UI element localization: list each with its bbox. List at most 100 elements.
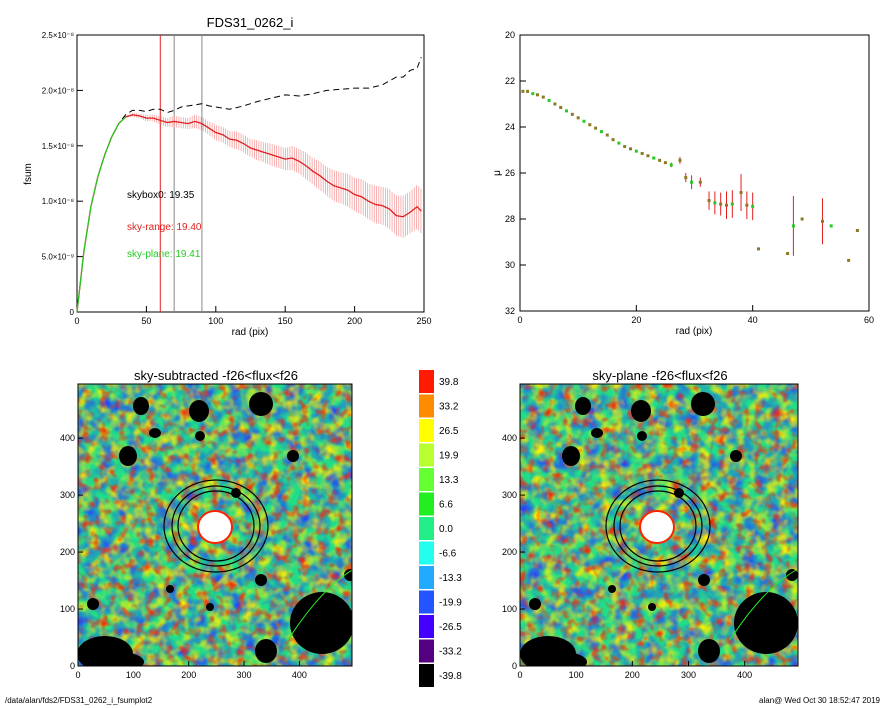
mu-point (582, 119, 586, 123)
colorbar-swatch (419, 517, 434, 540)
colorbar-swatch (419, 541, 434, 565)
mu-point (588, 123, 592, 127)
sky-plane-frame (519, 383, 799, 667)
sky-plane-xtick-label: 0 (517, 670, 522, 680)
colorbar-label: -33.2 (439, 647, 462, 658)
sky-subtracted-ytick-label: 0 (70, 661, 75, 671)
fsum-ticks: 0 50 100 150 200 250 0 5.0×10⁻⁹ 1.0×10⁻⁸ 1.5×10⁻⁸… (42, 31, 432, 326)
fsum-ytick-label: 2.5×10⁻⁸ (42, 31, 74, 40)
sky-subtracted-ytick-label: 200 (60, 547, 75, 557)
sky-subtracted-xtick-label: 300 (237, 670, 252, 680)
fsum-xtick-label: 200 (347, 316, 362, 326)
sky-subtracted-ytick-label: 100 (60, 604, 75, 614)
mu-ylabel: μ (492, 170, 503, 176)
colorbar-label: 33.2 (439, 402, 459, 413)
sky-plane-ytick-label: 300 (502, 490, 517, 500)
fsum-dashed-series (76, 56, 422, 313)
mu-points (521, 89, 859, 262)
mu-ytick-label: 22 (505, 76, 515, 86)
sky-plane-title: sky-plane -f26<flux<f26 (592, 368, 727, 383)
sky-plane-ytick-label: 200 (502, 547, 517, 557)
fsum-ytick-label: 2.0×10⁻⁸ (42, 86, 74, 95)
sky-plane-xtick-label: 400 (737, 670, 752, 680)
mu-plot: 0 20 40 60 20 22 24 26 28 30 32 rad (pix) μ (492, 30, 874, 337)
colorbar-swatch (419, 468, 434, 491)
colorbar-swatch (419, 664, 434, 687)
mu-xtick-label: 20 (631, 315, 641, 325)
mu-point (634, 149, 638, 153)
mu-point (719, 202, 723, 206)
mu-point (541, 95, 545, 99)
green-arc-right (729, 569, 797, 641)
mu-point (829, 224, 833, 228)
mu-point (678, 158, 682, 162)
green-arc (287, 569, 352, 641)
sky-subtracted-ytick-label: 400 (60, 433, 75, 443)
galaxy-core-right (639, 510, 675, 544)
galaxy-core (197, 510, 233, 544)
sky-subtracted-ytick-label: 300 (60, 490, 75, 500)
masked-sources (78, 392, 352, 666)
mu-point (565, 109, 569, 113)
mu-point (684, 176, 688, 180)
fsum-error-bars (125, 112, 422, 238)
fsum-xtick-label: 50 (141, 316, 151, 326)
fsum-ytick-label: 0 (70, 308, 75, 317)
fsum-green-series (76, 116, 126, 313)
colorbar-label: 6.6 (439, 500, 453, 511)
mu-point (594, 126, 598, 130)
masked-sources-right (520, 392, 798, 666)
colorbar-swatch (419, 590, 434, 614)
mu-point (669, 163, 673, 167)
sky-subtracted-image: sky-subtracted -f26<flux<f26 (60, 368, 353, 680)
mu-point (629, 147, 633, 151)
mu-plot-frame (519, 34, 870, 312)
fsum-xtick-label: 0 (74, 316, 79, 326)
colorbar-swatch (419, 615, 434, 638)
mu-point (576, 116, 580, 120)
mu-ytick-label: 24 (505, 122, 515, 132)
mu-point (820, 219, 824, 223)
mu-xlabel: rad (pix) (676, 326, 713, 337)
skybox-annotation: skybox0: 19.35 (127, 190, 195, 201)
inner-ellipse-right (619, 490, 697, 562)
colorbar-label: 39.8 (439, 377, 459, 388)
fsum-plot: 0 50 100 150 200 250 0 5.0×10⁻⁹ 1.0×10⁻⁸ 1.5×10⁻⁸… (23, 15, 432, 338)
skyplane-annotation: sky-plane: 19.41 (127, 249, 201, 260)
mu-point (658, 158, 662, 162)
sky-subtracted-title: sky-subtracted -f26<flux<f26 (134, 368, 298, 383)
fsum-ytick-label: 1.5×10⁻⁸ (42, 142, 74, 151)
colorbar: 39.8 33.2 26.5 19.9 13.3 6.6 0.0 -6.6 -13.3 -19.9… (419, 370, 462, 687)
sky-plane-xtick-label: 100 (569, 670, 584, 680)
colorbar-label: -13.3 (439, 573, 462, 584)
mu-point (640, 151, 644, 155)
colorbar-label: 26.5 (439, 426, 459, 437)
mu-xtick-label: 60 (864, 315, 874, 325)
colorbar-label: 19.9 (439, 451, 459, 462)
sky-subtracted-xtick-label: 400 (292, 670, 307, 680)
colorbar-label: 0.0 (439, 524, 453, 535)
fsum-red-series (76, 114, 422, 313)
mu-point (521, 89, 525, 93)
mu-point (570, 112, 574, 116)
sky-plane-xtick-label: 300 (681, 670, 696, 680)
skyrange-annotation: sky-range: 19.40 (127, 222, 202, 233)
fsum-xtick-label: 250 (416, 316, 431, 326)
mu-point (690, 180, 694, 184)
outer-ellipse-right (605, 479, 711, 573)
sky-subtracted-frame (77, 383, 353, 667)
mu-ticks: 0 20 40 60 20 22 24 26 28 30 32 (505, 30, 874, 325)
mu-point (646, 154, 650, 158)
mu-point (652, 156, 656, 160)
mu-xtick-label: 0 (517, 315, 522, 325)
sky-subtracted-ticks: 00 100 100 200 200 300 300 400 400 (60, 433, 307, 680)
mu-point (531, 92, 535, 96)
outer-ellipse (163, 479, 269, 573)
mu-point (663, 161, 667, 165)
mu-ytick-label: 30 (505, 260, 515, 270)
fsum-ylabel: fsum (23, 163, 34, 185)
mu-point (535, 93, 539, 97)
mu-point (847, 258, 851, 262)
sky-plane-ytick-label: 100 (502, 604, 517, 614)
